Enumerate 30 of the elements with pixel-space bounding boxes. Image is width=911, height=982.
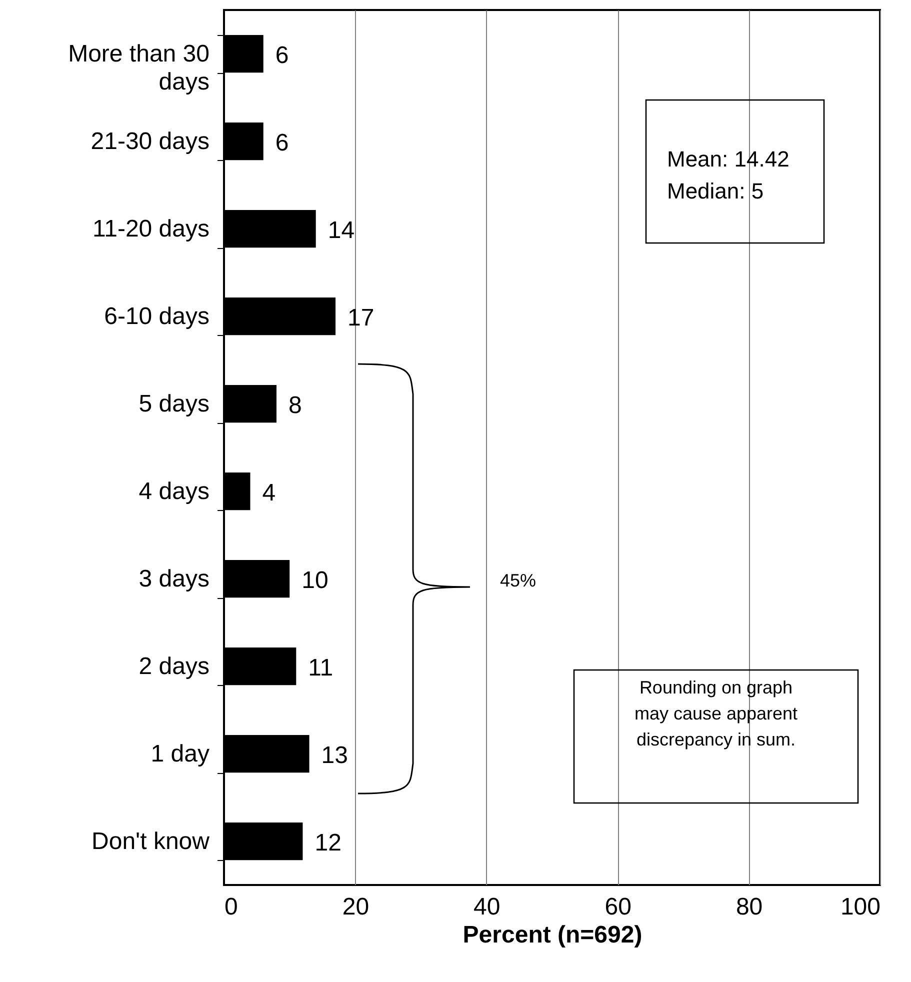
y-tick-label: 5 days <box>138 390 210 418</box>
y-tick-label: 1 day <box>150 740 210 768</box>
y-tick-label: Don't know <box>92 828 210 855</box>
data-label: 13 <box>321 742 348 769</box>
x-tick-label: 100 <box>840 894 880 920</box>
x-tick-label: 0 <box>224 894 238 920</box>
x-tick-label: 60 <box>604 894 632 920</box>
data-label: 11 <box>308 654 334 682</box>
data-label: 4 <box>262 479 276 506</box>
y-tick-label: More than 30 days <box>68 40 210 96</box>
annotation: Mean: 14.42 Median: 5 <box>667 146 790 204</box>
y-tick-label: 2 days <box>138 652 210 680</box>
y-tick-label: 3 days <box>138 565 210 592</box>
data-label: 6 <box>275 129 289 156</box>
annotation: Rounding on graph may cause apparent discrepancy in sum. <box>634 677 798 750</box>
data-label: 8 <box>288 392 302 419</box>
y-tick-label: 6-10 days <box>104 302 210 330</box>
x-tick-label: 80 <box>736 894 763 920</box>
y-tick-label: 21-30 days <box>90 128 210 155</box>
annotation: 45% <box>500 570 536 590</box>
data-label: 10 <box>302 566 328 594</box>
x-axis-title: Percent (n=692) <box>462 922 642 948</box>
x-tick-label: 20 <box>342 894 370 920</box>
y-tick-label: 11-20 days <box>92 215 210 242</box>
data-label: 14 <box>328 216 355 244</box>
data-label: 6 <box>275 42 289 69</box>
x-tick-label: 40 <box>474 894 500 920</box>
y-tick-label: 4 days <box>138 478 210 505</box>
data-label: 12 <box>314 829 342 856</box>
data-label: 17 <box>348 304 374 332</box>
